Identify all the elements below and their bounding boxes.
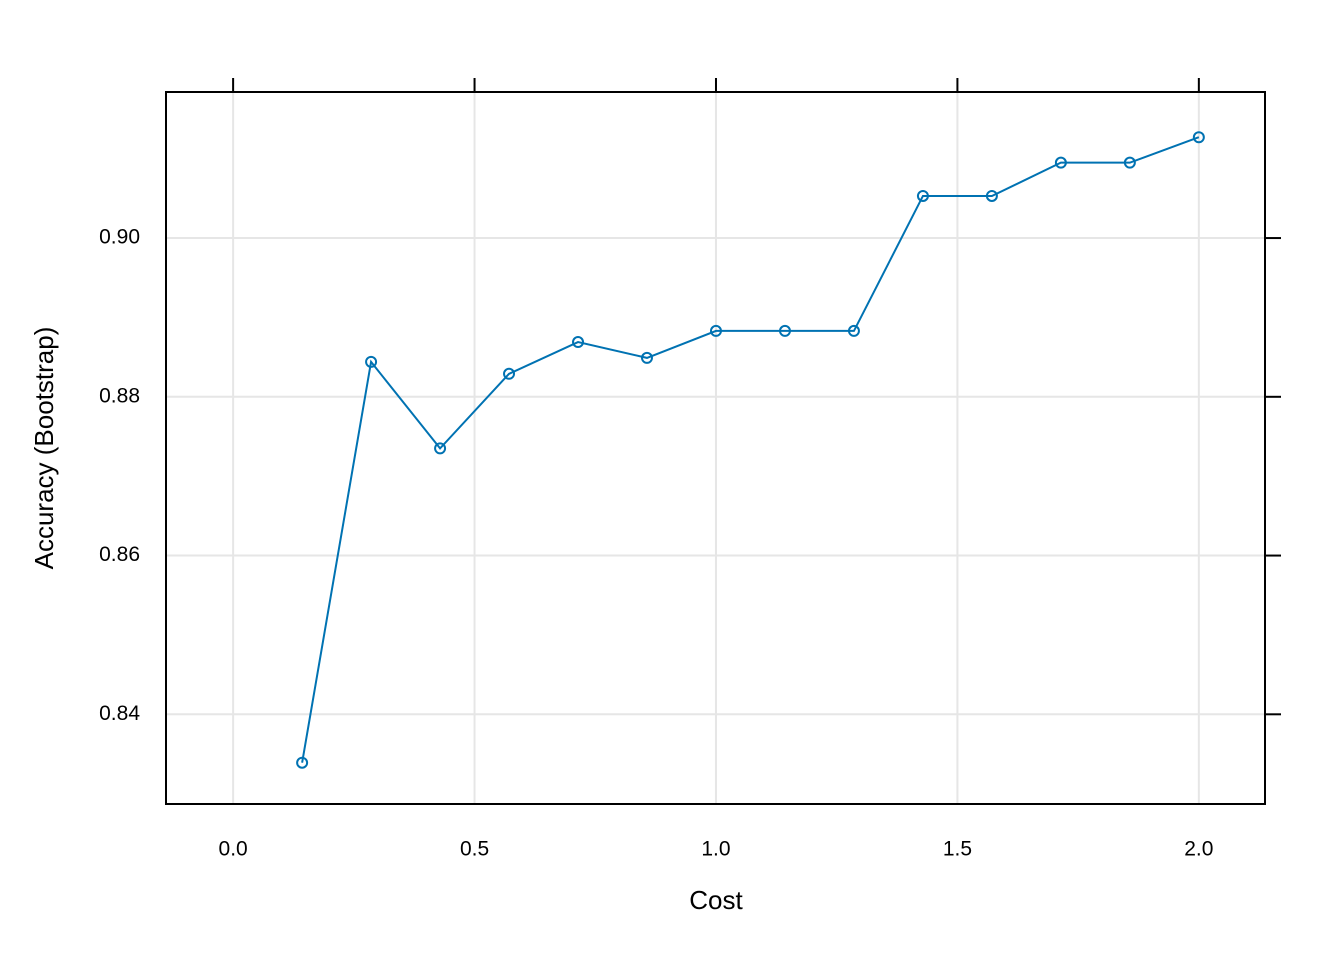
point (985, 189, 998, 202)
point (1054, 156, 1067, 169)
point (640, 351, 653, 364)
x-axis-label: Cost (689, 885, 743, 915)
point (847, 324, 860, 337)
point (709, 324, 722, 337)
point (916, 189, 929, 202)
x-tick-label: 2.0 (1184, 838, 1213, 861)
point (434, 442, 447, 455)
y-tick-label: 0.88 (99, 384, 140, 407)
x-tick-label: 1.5 (943, 838, 972, 861)
point (572, 336, 585, 349)
x-tick-label: 0.5 (460, 838, 489, 861)
plot-frame (165, 91, 1266, 805)
point (778, 324, 791, 337)
point (1123, 156, 1136, 169)
point (296, 756, 309, 769)
y-tick-label: 0.84 (99, 702, 140, 725)
point (365, 355, 378, 368)
y-tick-label: 0.86 (99, 543, 140, 566)
point (503, 367, 516, 380)
y-tick-label: 0.90 (99, 226, 140, 249)
x-tick-label: 0.0 (219, 838, 248, 861)
y-axis-label: Accuracy (Bootstrap) (29, 327, 59, 570)
point (1192, 131, 1205, 144)
line (301, 136, 1200, 763)
x-tick-label: 1.0 (701, 838, 730, 861)
